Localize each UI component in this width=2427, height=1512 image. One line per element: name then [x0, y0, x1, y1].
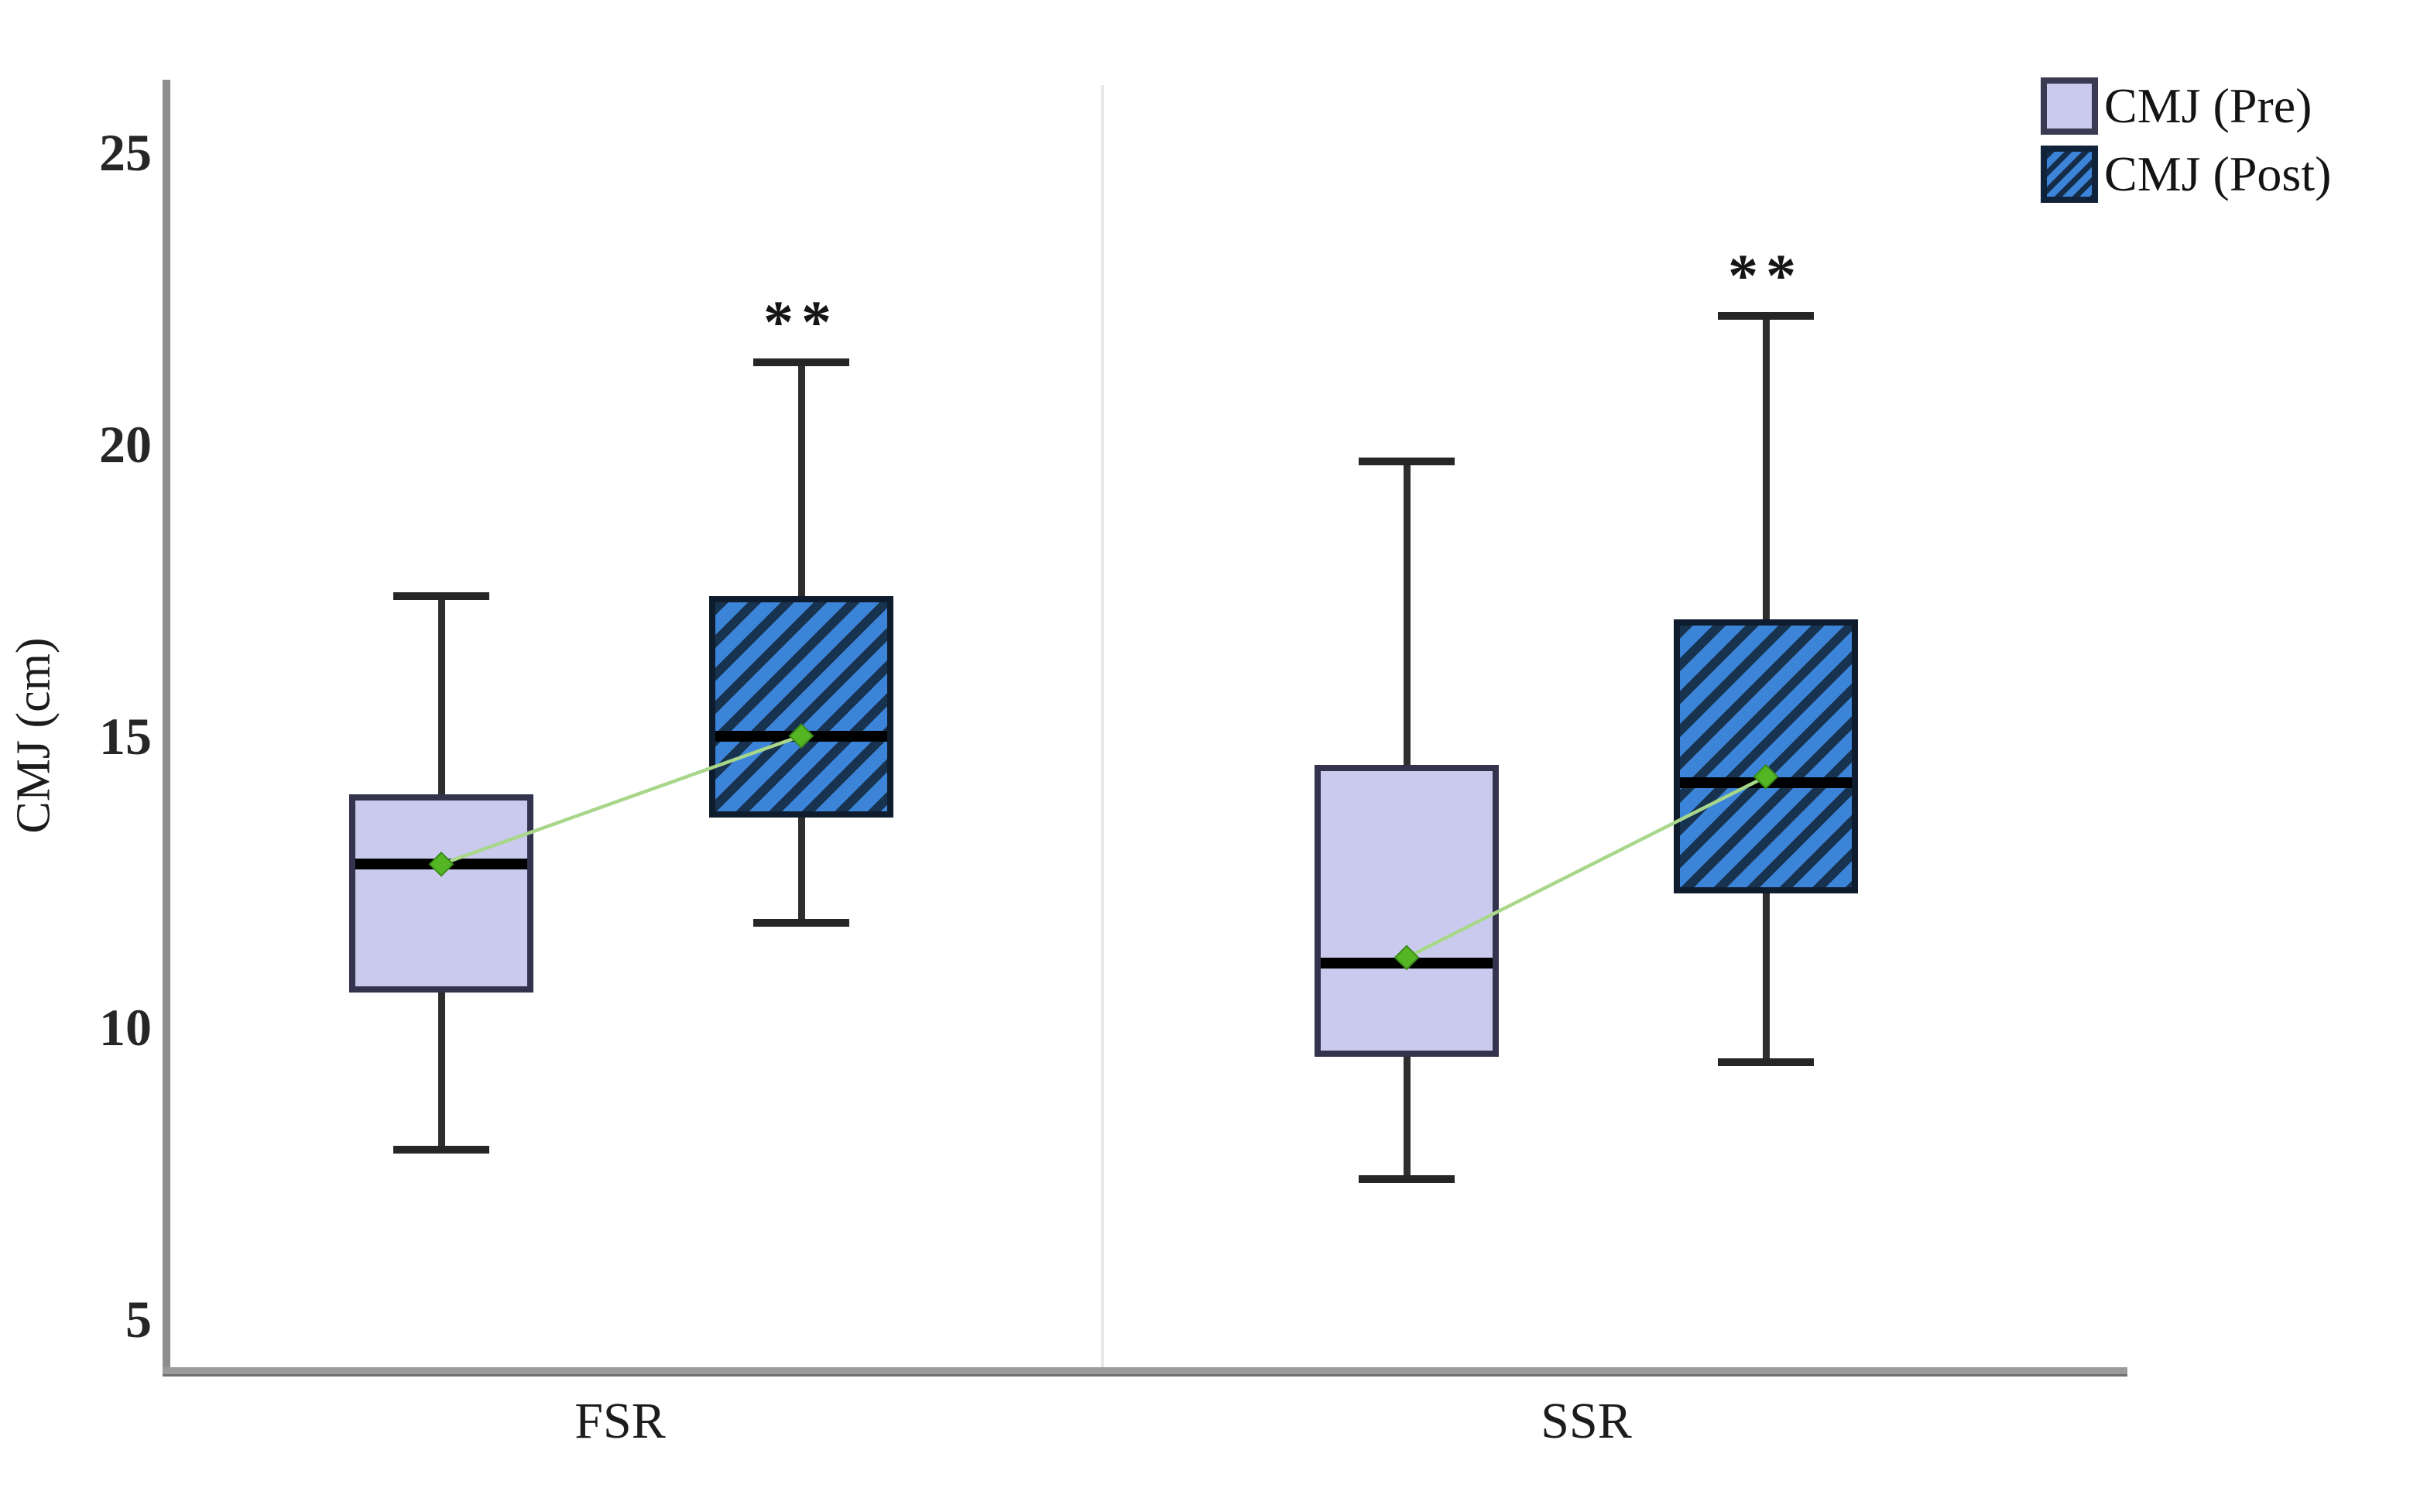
legend-item-pre: CMJ (Pre)	[2041, 77, 2331, 135]
legend-item-post: CMJ (Post)	[2041, 146, 2331, 203]
group-separator-line	[1101, 85, 1104, 1367]
y-tick-label-15: 15	[99, 706, 152, 766]
lower-whisker-cap	[1718, 1058, 1814, 1067]
median-line	[715, 730, 887, 742]
upper-whisker	[1762, 315, 1770, 619]
legend-label-post: CMJ (Post)	[2104, 146, 2332, 201]
legend-label-pre: CMJ (Pre)	[2104, 78, 2312, 133]
upper-whisker-cap	[1359, 458, 1455, 466]
y-axis-line	[163, 80, 170, 1373]
lower-whisker	[797, 817, 805, 923]
iqr-box	[1315, 765, 1499, 1057]
x-category-label-ssr: SSR	[1541, 1393, 1632, 1449]
upper-whisker	[437, 595, 445, 794]
median-line	[1680, 777, 1852, 788]
median-line	[1321, 958, 1493, 969]
significance-mark: **	[1728, 241, 1804, 309]
x-category-label-fsr: FSR	[574, 1393, 666, 1449]
lower-whisker-cap	[753, 918, 849, 927]
legend-swatch-post-icon	[2041, 146, 2098, 203]
y-tick-label-5: 5	[125, 1290, 152, 1349]
lower-whisker	[1403, 1056, 1411, 1180]
upper-whisker-cap	[393, 591, 489, 600]
lower-whisker-cap	[1359, 1175, 1455, 1184]
x-axis-line	[163, 1367, 2127, 1377]
lower-whisker-cap	[393, 1146, 489, 1154]
lower-whisker	[437, 993, 445, 1150]
upper-whisker-cap	[1718, 311, 1814, 320]
significance-mark: **	[763, 288, 839, 356]
y-tick-label-25: 25	[99, 123, 152, 182]
upper-whisker-cap	[753, 358, 849, 367]
iqr-box	[709, 595, 893, 818]
upper-whisker	[1403, 461, 1411, 766]
y-tick-label-20: 20	[99, 414, 152, 474]
upper-whisker	[797, 362, 805, 596]
iqr-box	[1674, 619, 1858, 893]
lower-whisker	[1762, 893, 1770, 1063]
median-line	[355, 859, 527, 870]
y-tick-label-10: 10	[99, 998, 152, 1058]
legend-swatch-pre-icon	[2041, 77, 2098, 135]
legend: CMJ (Pre) CMJ (Post)	[2041, 77, 2331, 214]
iqr-box	[349, 794, 533, 993]
